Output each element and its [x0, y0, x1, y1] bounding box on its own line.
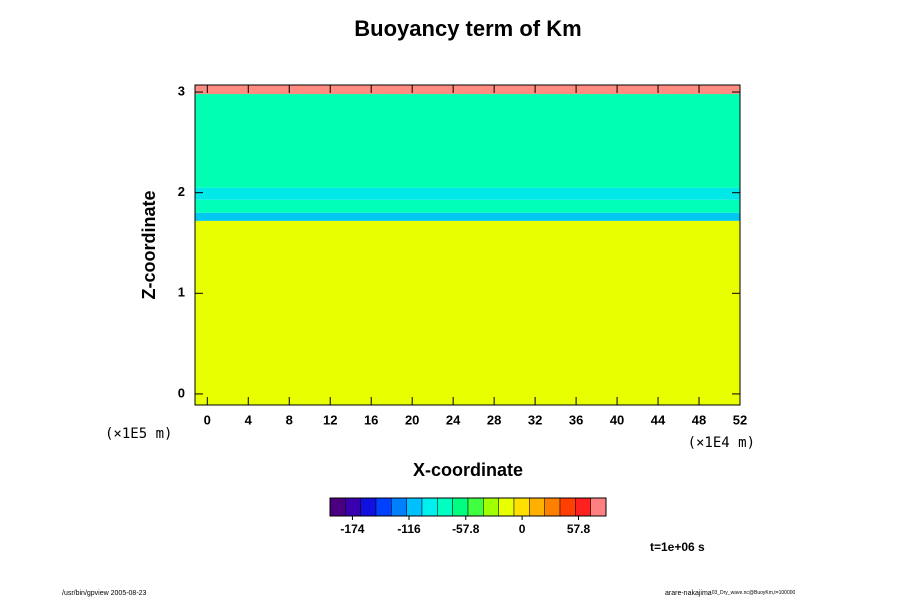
y-tick-label: 1 [178, 285, 185, 300]
x-tick-label: 48 [692, 412, 706, 427]
footer-right: arare-nakajima03_Dry_wave.nc@BuoyKm,t=10… [665, 590, 796, 597]
y-tick-label: 0 [178, 385, 185, 400]
colorbar-segment [575, 497, 591, 517]
plot-frame [194, 84, 741, 406]
y-tick-label: 2 [178, 184, 185, 199]
colorbar-segment [513, 497, 530, 517]
colorbar-tick-label: 0 [519, 522, 526, 536]
x-tick-label: 20 [405, 412, 419, 427]
x-tick-label: 24 [446, 412, 461, 427]
x-tick-label: 44 [651, 412, 666, 427]
x-tick-label: 12 [323, 412, 337, 427]
y-tick-label: 3 [178, 83, 185, 98]
time-label: t=1e+06 s [650, 540, 705, 554]
x-tick-label: 4 [245, 412, 253, 427]
colorbar-segment [437, 497, 453, 517]
heat-cell [195, 212, 740, 221]
heat-cell [195, 199, 740, 213]
colorbar-tick-label: -116 [397, 522, 421, 536]
colorbar-segment [483, 497, 499, 517]
colorbar-segment [498, 497, 515, 517]
heat-cell [195, 94, 740, 188]
colorbar-segment [375, 497, 392, 517]
colorbar-segment [590, 497, 607, 517]
footer-right-small: 03_Dry_wave.nc@BuoyKm,t=100000 [712, 590, 796, 596]
colorbar-segment [329, 497, 346, 517]
heat-cell [195, 187, 740, 200]
heat-cell [195, 220, 740, 405]
colorbar-segment [559, 497, 576, 517]
colorbar-tick-label: 57.8 [567, 522, 591, 536]
x-tick-label: 28 [487, 412, 501, 427]
chart-title: Buoyancy term of Km [354, 16, 581, 41]
y-axis-label: Z-coordinate [139, 190, 159, 299]
x-tick-label: 16 [364, 412, 378, 427]
colorbar-segment [345, 497, 361, 517]
footer-left: /usr/bin/gpview 2005-08-23 [62, 590, 147, 597]
x-axis-label: X-coordinate [413, 460, 523, 480]
x-tick-label: 0 [204, 412, 211, 427]
colorbar-frame [329, 497, 607, 517]
x-unit: (×1E4 m) [688, 435, 755, 451]
colorbar-segment [391, 497, 407, 517]
colorbar-tick-label: -57.8 [452, 522, 480, 536]
colorbar-segment [467, 497, 484, 517]
x-tick-label: 32 [528, 412, 542, 427]
heat-cell [195, 85, 740, 95]
y-unit: (×1E5 m) [105, 426, 172, 442]
footer-right-main: arare-nakajima [665, 590, 712, 597]
x-tick-label: 40 [610, 412, 624, 427]
colorbar-segment [406, 497, 423, 517]
colorbar-segment [529, 497, 545, 517]
colorbar-segment [544, 497, 561, 517]
colorbar-segment [360, 497, 377, 517]
colorbar-segment [452, 497, 469, 517]
x-tick-label: 52 [733, 412, 747, 427]
colorbar-tick-label: -174 [340, 522, 364, 536]
colorbar-segment [421, 497, 438, 517]
x-tick-label: 8 [286, 412, 293, 427]
x-tick-label: 36 [569, 412, 583, 427]
